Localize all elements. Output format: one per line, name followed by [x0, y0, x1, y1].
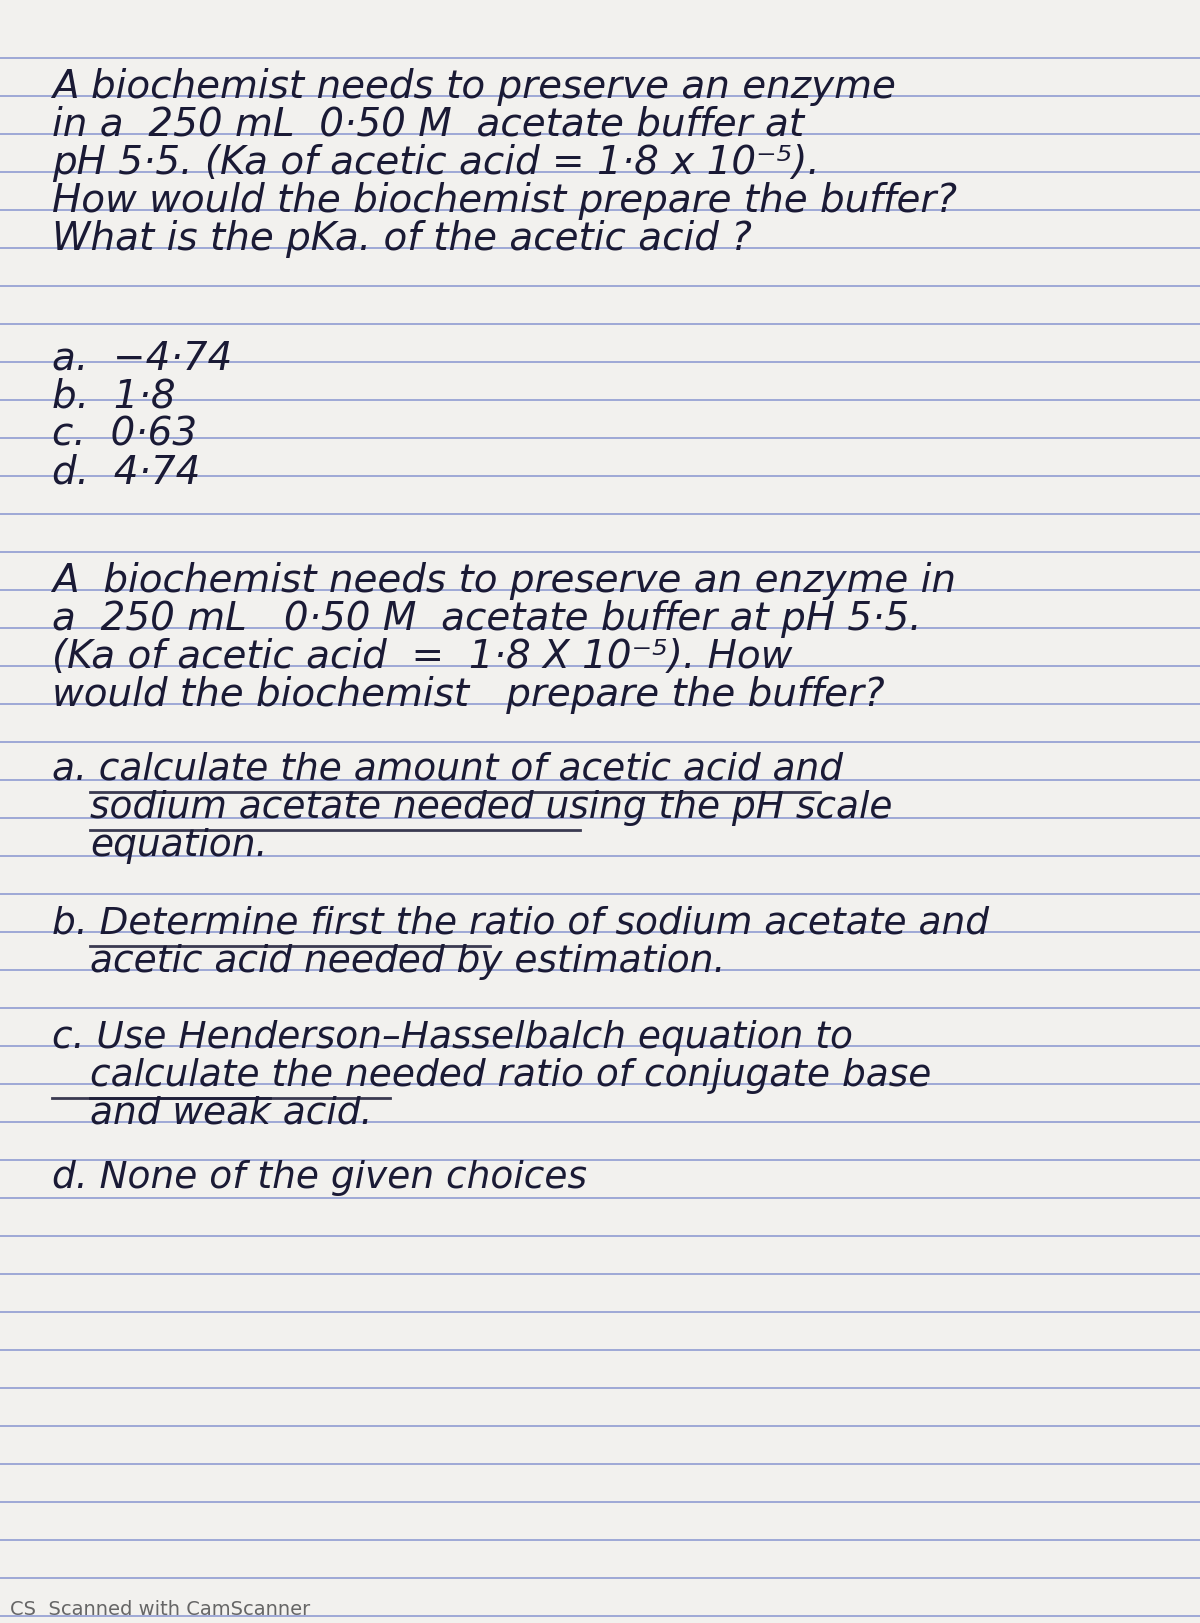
Text: equation.: equation. [90, 828, 268, 863]
Text: A  biochemist needs to preserve an enzyme in: A biochemist needs to preserve an enzyme… [52, 562, 956, 601]
Text: and weak acid.: and weak acid. [90, 1096, 372, 1131]
Text: CS  Scanned with CamScanner: CS Scanned with CamScanner [10, 1600, 311, 1620]
Text: d. None of the given choices: d. None of the given choices [52, 1160, 587, 1196]
Text: b.  1·8: b. 1·8 [52, 378, 175, 415]
Text: How would the biochemist prepare the buffer?: How would the biochemist prepare the buf… [52, 182, 958, 221]
Text: a. calculate the amount of acetic acid and: a. calculate the amount of acetic acid a… [52, 751, 842, 789]
Text: (Ka of acetic acid  =  1·8 X 10⁻⁵). How: (Ka of acetic acid = 1·8 X 10⁻⁵). How [52, 638, 792, 677]
Text: A biochemist needs to preserve an enzyme: A biochemist needs to preserve an enzyme [52, 68, 896, 105]
Text: a.  −4·74: a. −4·74 [52, 339, 233, 378]
Text: pH 5·5. (Ka of acetic acid = 1·8 x 10⁻⁵).: pH 5·5. (Ka of acetic acid = 1·8 x 10⁻⁵)… [52, 144, 820, 182]
Text: What is the pKa. of the acetic acid ?: What is the pKa. of the acetic acid ? [52, 221, 752, 258]
Text: d.  4·74: d. 4·74 [52, 454, 200, 492]
Text: a  250 mL   0·50 M  acetate buffer at pH 5·5.: a 250 mL 0·50 M acetate buffer at pH 5·5… [52, 601, 922, 638]
Text: would the biochemist   prepare the buffer?: would the biochemist prepare the buffer? [52, 677, 884, 714]
Text: b. Determine first the ratio of sodium acetate and: b. Determine first the ratio of sodium a… [52, 906, 989, 941]
Text: acetic acid needed by estimation.: acetic acid needed by estimation. [90, 945, 725, 980]
Text: sodium acetate needed using the pH scale: sodium acetate needed using the pH scale [90, 790, 893, 826]
Text: calculate the needed ratio of conjugate base: calculate the needed ratio of conjugate … [90, 1058, 931, 1094]
Text: in a  250 mL  0·50 M  acetate buffer at: in a 250 mL 0·50 M acetate buffer at [52, 105, 804, 144]
Text: c. Use Henderson–Hasselbalch equation to: c. Use Henderson–Hasselbalch equation to [52, 1019, 853, 1057]
Text: c.  0·63: c. 0·63 [52, 415, 197, 454]
